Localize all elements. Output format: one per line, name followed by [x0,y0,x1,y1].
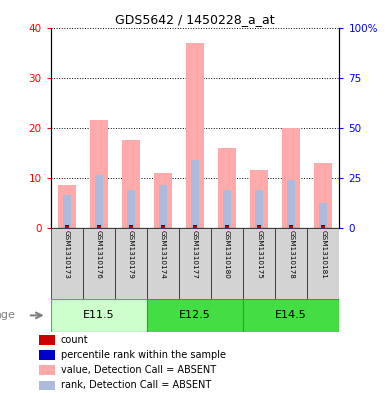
Bar [282,128,300,228]
Bar [58,185,76,228]
Bar [39,365,55,375]
Text: E12.5: E12.5 [179,310,211,320]
Bar [243,228,275,299]
Text: count: count [61,335,89,345]
Bar [255,190,263,228]
Bar [39,380,55,390]
Bar [65,225,69,226]
Text: GSM1310174: GSM1310174 [160,230,166,279]
Bar [97,226,101,228]
Bar [97,225,101,226]
Bar [319,203,327,228]
Bar [225,226,229,228]
Bar [250,170,268,228]
Bar [314,163,332,228]
Bar [275,228,307,299]
Title: GDS5642 / 1450228_a_at: GDS5642 / 1450228_a_at [115,13,275,26]
Bar [223,190,231,228]
Text: GSM1310173: GSM1310173 [64,230,70,279]
Bar [321,225,325,226]
Text: percentile rank within the sample: percentile rank within the sample [61,350,226,360]
Bar [39,350,55,360]
Bar [161,225,165,226]
Text: GSM1310178: GSM1310178 [288,230,294,279]
Bar [257,225,261,226]
Text: GSM1310175: GSM1310175 [256,230,262,279]
Bar [122,140,140,228]
Bar [51,299,147,332]
Bar [51,228,83,299]
Bar [65,226,69,228]
Bar [289,225,293,226]
Bar [289,226,293,228]
Bar [129,225,133,226]
Bar [186,42,204,228]
Bar [321,226,325,228]
Bar [83,228,115,299]
Bar [63,195,71,228]
Bar [257,226,261,228]
Bar [211,228,243,299]
Text: GSM1310179: GSM1310179 [128,230,134,279]
Text: GSM1310180: GSM1310180 [224,230,230,279]
Text: GSM1310176: GSM1310176 [96,230,102,279]
Bar [287,180,295,228]
Bar [193,225,197,226]
Text: value, Detection Call = ABSENT: value, Detection Call = ABSENT [61,365,216,375]
Text: rank, Detection Call = ABSENT: rank, Detection Call = ABSENT [61,380,211,390]
Text: GSM1310177: GSM1310177 [192,230,198,279]
Bar [147,299,243,332]
Bar [127,190,135,228]
Bar [159,185,167,228]
Text: age: age [0,310,16,320]
Bar [39,335,55,345]
Bar [307,228,339,299]
Text: E11.5: E11.5 [83,310,115,320]
Bar [161,226,165,228]
Bar [225,225,229,226]
Bar [115,228,147,299]
Text: GSM1310181: GSM1310181 [320,230,326,279]
Bar [243,299,339,332]
Bar [147,228,179,299]
Bar [154,173,172,228]
Bar [193,226,197,228]
Bar [95,175,103,228]
Bar [179,228,211,299]
Bar [90,120,108,228]
Bar [129,226,133,228]
Text: E14.5: E14.5 [275,310,307,320]
Bar [191,160,199,228]
Bar [218,148,236,228]
